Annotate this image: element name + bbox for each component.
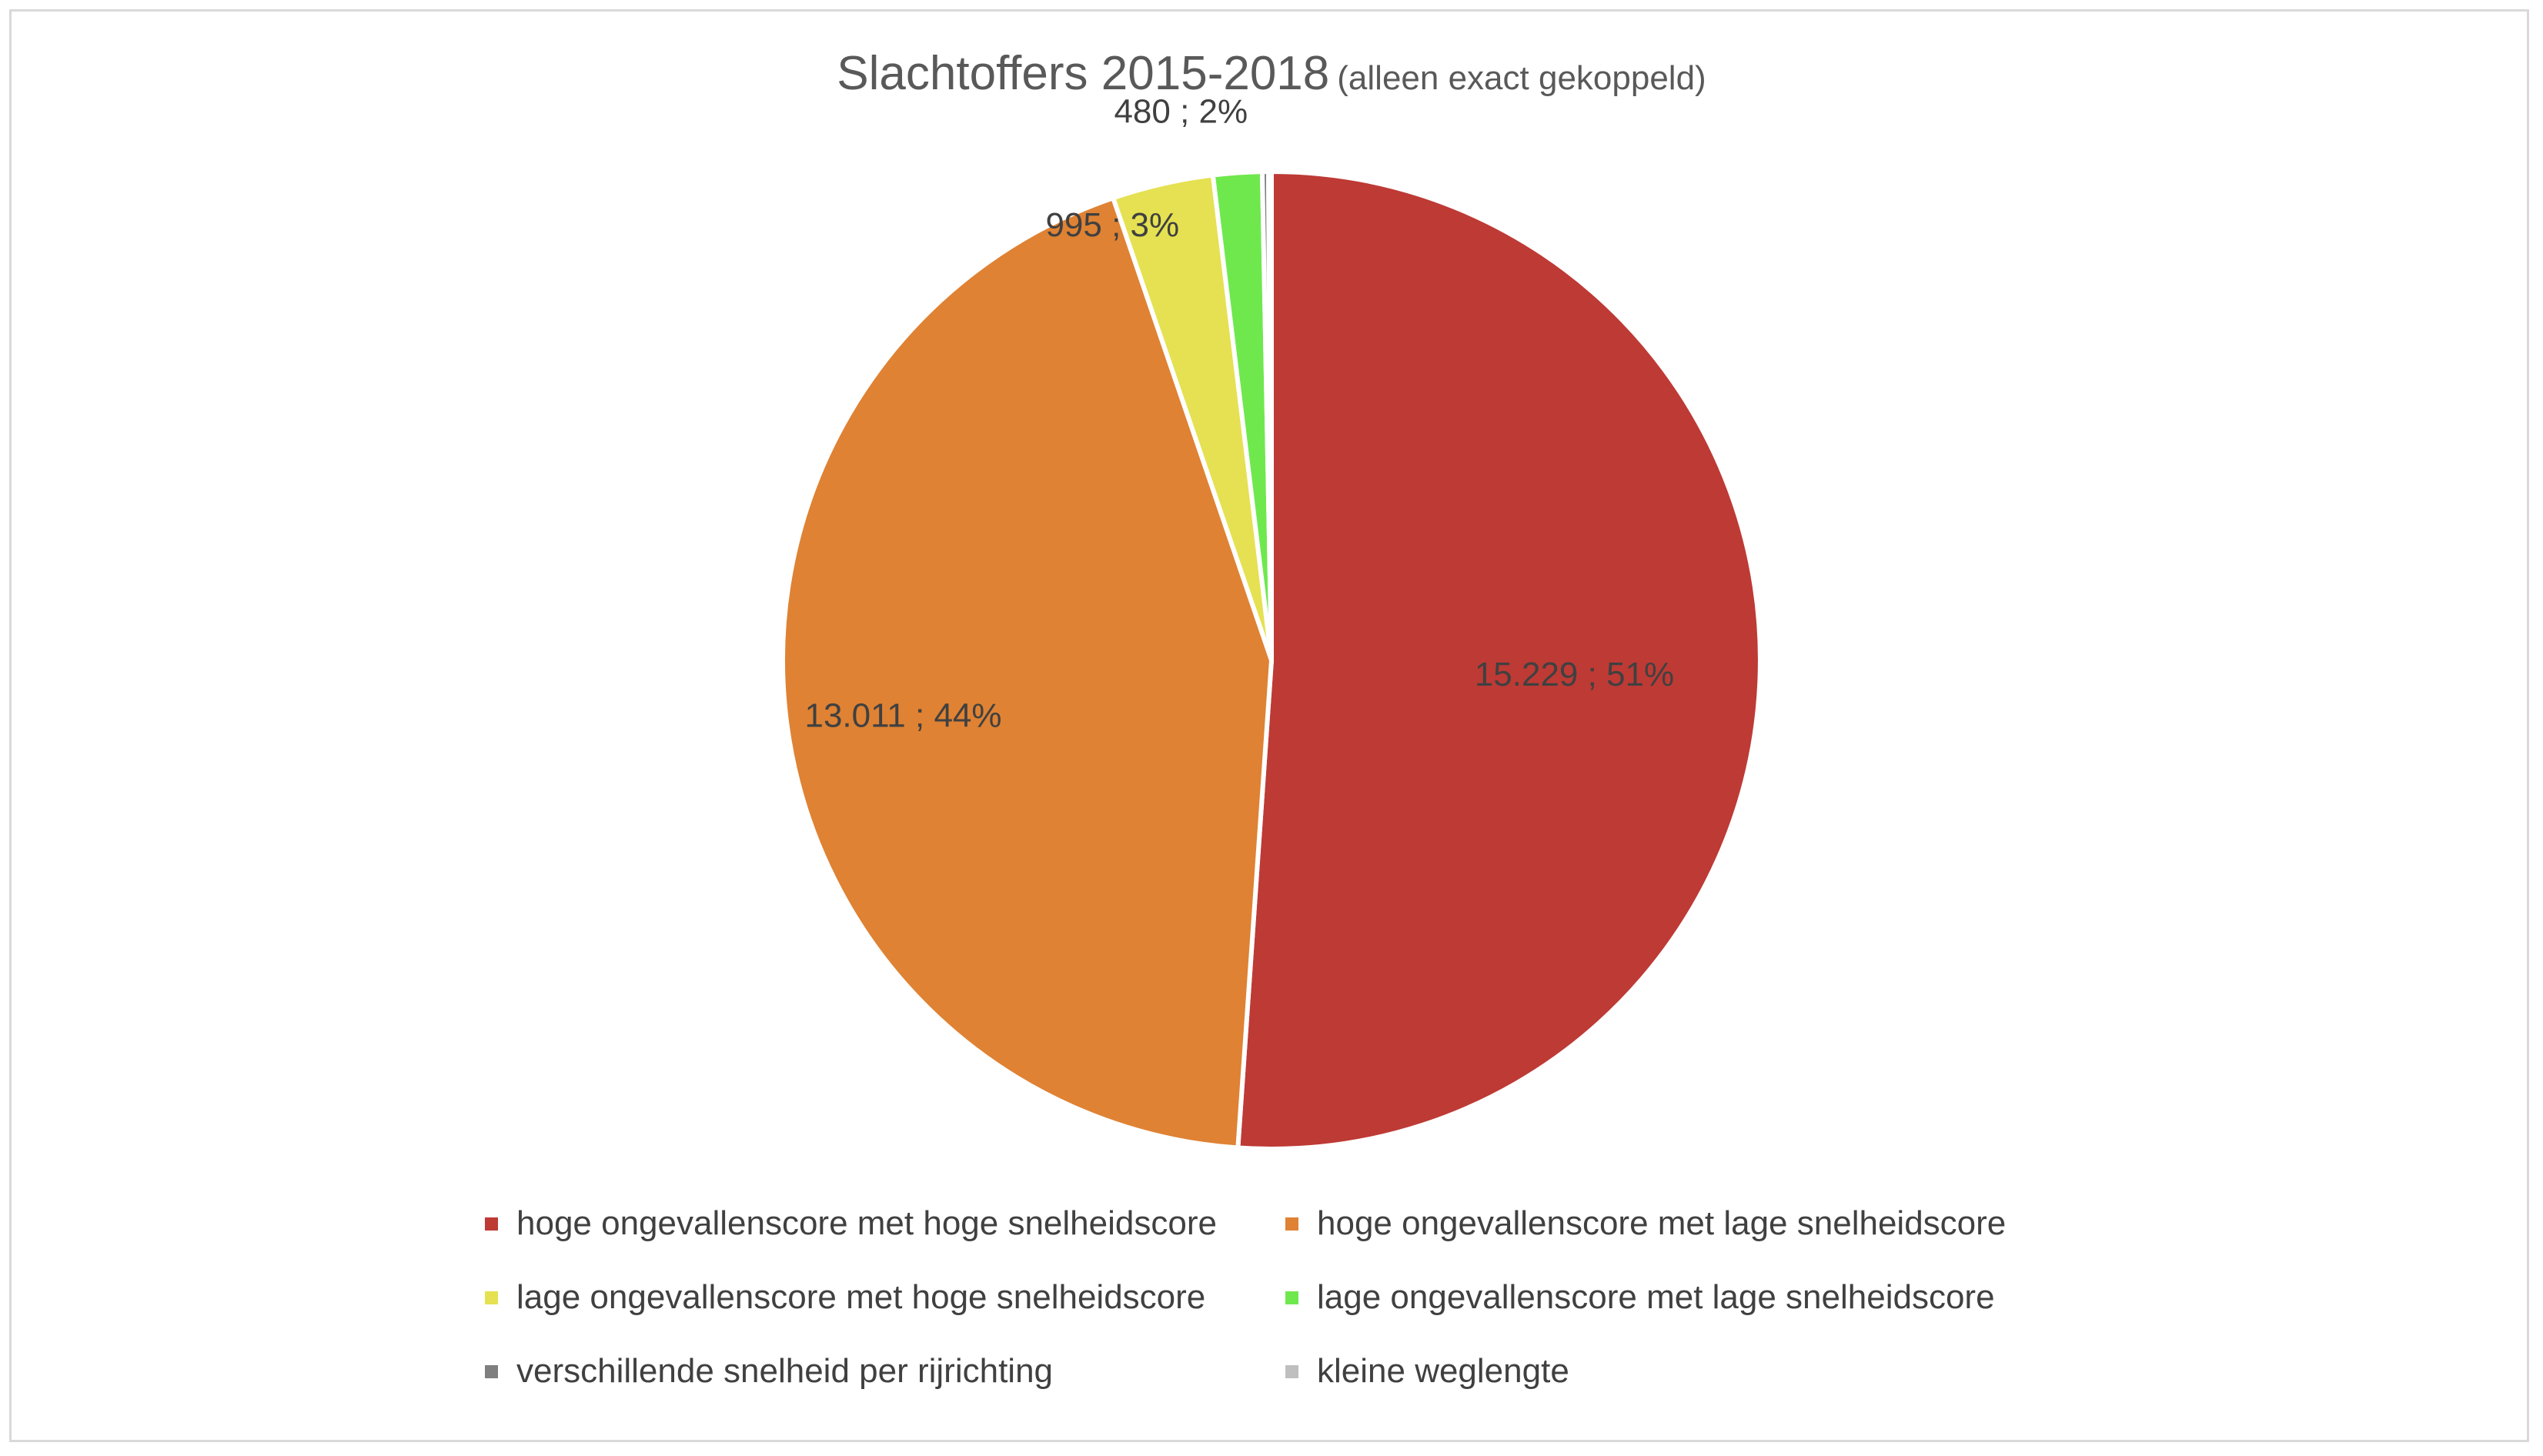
- legend-item-6: kleine weglengte: [1285, 1352, 1569, 1391]
- legend-label: lage ongevallenscore met hoge snelheidsc…: [516, 1278, 1206, 1316]
- legend-swatch: [1285, 1364, 1298, 1378]
- legend-item-4: lage ongevallenscore met lage snelheidsc…: [1285, 1278, 1995, 1317]
- pie-data-label-1: 15.229 ; 51%: [1475, 656, 1674, 693]
- pie-data-label-4: 480 ; 2%: [1114, 93, 1248, 131]
- pie-data-labels: 15.229 ; 51% 13.011 ; 44% 995 ; 3% 480 ; 2%: [804, 93, 1674, 735]
- legend-swatch: [485, 1217, 498, 1231]
- legend-swatch: [1285, 1291, 1298, 1304]
- pie-data-label-2: 13.011 ; 44%: [804, 696, 1001, 734]
- pie-slice-2: [780, 195, 1274, 1150]
- pie-data-label-3: 995 ; 3%: [1045, 206, 1179, 244]
- legend-item-3: lage ongevallenscore met hoge snelheidsc…: [485, 1278, 1205, 1317]
- chart-title-subtitle: (alleen exact gekoppeld): [1337, 59, 1706, 97]
- legend-label: hoge ongevallenscore met lage snelheidsc…: [1317, 1204, 2007, 1242]
- chart-title-main: Slachtoffers 2015-2018: [837, 47, 1330, 100]
- legend-label: lage ongevallenscore met lage snelheidsc…: [1317, 1278, 1995, 1316]
- pie-slice-6: [1265, 169, 1274, 663]
- legend-swatch: [485, 1364, 498, 1378]
- legend-item-2: hoge ongevallenscore met lage snelheidsc…: [1285, 1204, 2006, 1243]
- legend-swatch: [1285, 1217, 1298, 1231]
- legend-swatch: [485, 1291, 498, 1304]
- legend-label: hoge ongevallenscore met hoge snelheidsc…: [516, 1204, 1217, 1242]
- legend-label: kleine weglengte: [1317, 1352, 1569, 1390]
- legend-item-5: verschillende snelheid per rijrichting: [485, 1352, 1053, 1391]
- chart-title: Slachtoffers 2015-2018 (alleen exact geko…: [0, 46, 2543, 101]
- legend-item-1: hoge ongevallenscore met hoge snelheidsc…: [485, 1204, 1217, 1243]
- pie-slice-1: [1235, 169, 1763, 1151]
- pie-slices: [780, 169, 1763, 1151]
- legend-label: verschillende snelheid per rijrichting: [516, 1352, 1054, 1390]
